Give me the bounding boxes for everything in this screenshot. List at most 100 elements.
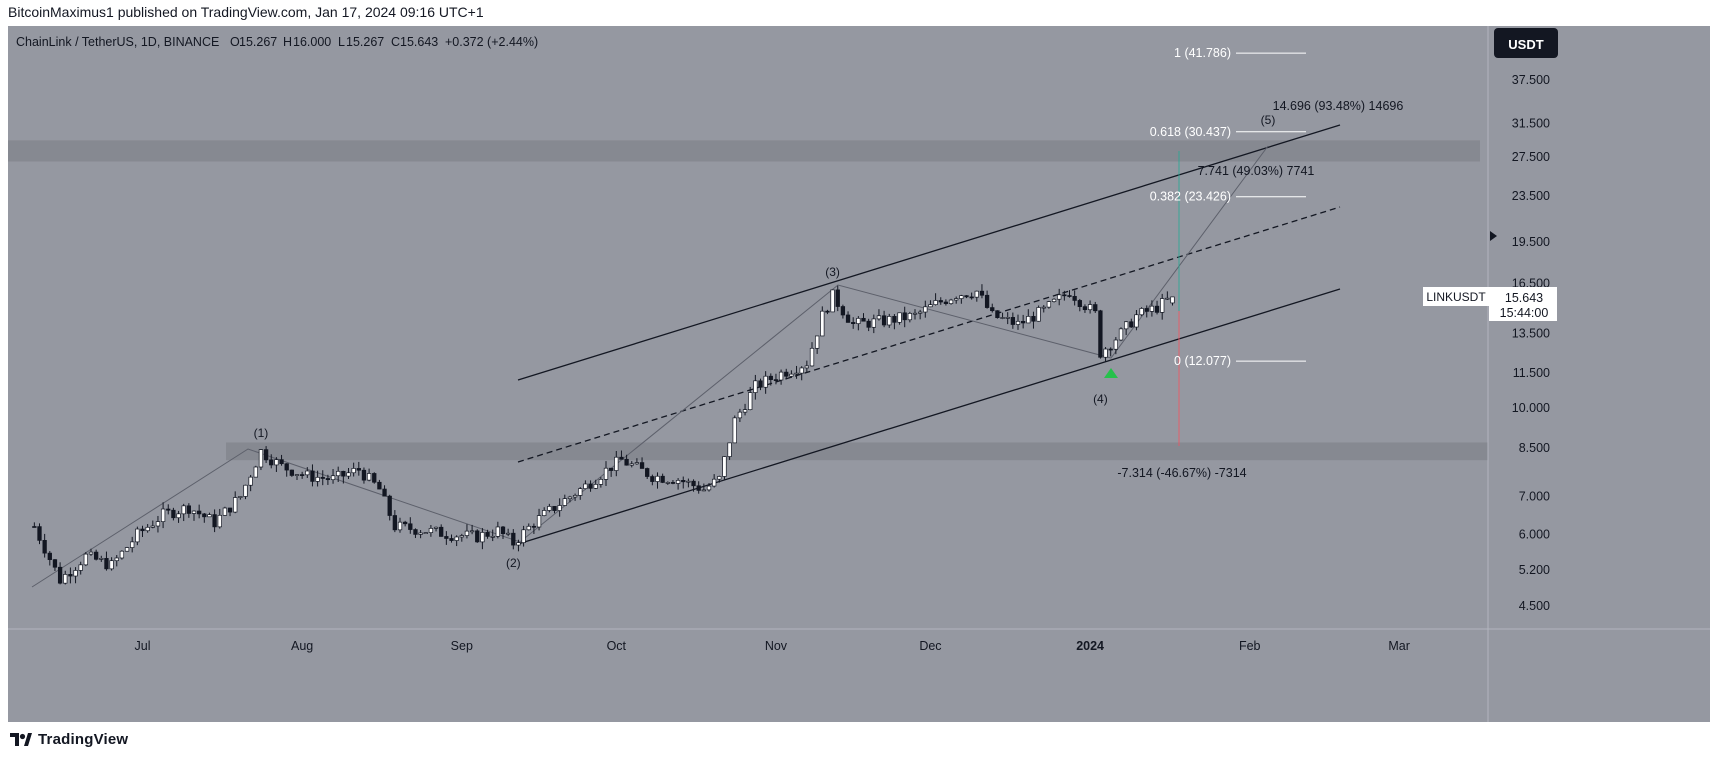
candle: [928, 304, 933, 308]
candle: [954, 298, 959, 301]
candle: [227, 507, 233, 513]
candle: [469, 530, 475, 533]
candle: [881, 315, 887, 326]
candle: [696, 485, 701, 491]
candle: [279, 459, 284, 465]
candle: [300, 474, 305, 476]
candle: [423, 532, 428, 534]
chart-panel[interactable]: 1 (41.786) 0.618 (30.437) 0.382 (23.426) 0 …: [8, 26, 1710, 722]
candle: [567, 496, 573, 499]
candle: [1103, 348, 1108, 358]
legend-high-label: H: [283, 35, 292, 49]
candle: [572, 495, 578, 498]
candle: [413, 529, 418, 535]
candle: [624, 458, 629, 466]
candle: [526, 525, 531, 531]
candle: [1098, 310, 1103, 358]
fib-layer[interactable]: 1 (41.786) 0.618 (30.437) 0.382 (23.426) 0 …: [1150, 46, 1306, 368]
legend-open-label: O: [230, 35, 240, 49]
wave-path-line[interactable]: [31, 145, 1269, 588]
scroll-arrow-icon[interactable]: [1490, 231, 1497, 241]
candle: [356, 468, 361, 471]
fib-level-label: 1 (41.786): [1174, 46, 1231, 60]
candle: [119, 550, 125, 559]
time-tick: Dec: [919, 639, 941, 653]
candle: [135, 528, 140, 543]
candle: [742, 409, 748, 413]
candle: [217, 514, 222, 528]
candle: [1123, 321, 1129, 330]
candle: [1046, 301, 1052, 308]
symbol-legend[interactable]: ChainLink / TetherUS, 1D, BINANCE O 15.2…: [16, 35, 538, 49]
channel-middle-line[interactable]: [517, 206, 1341, 463]
zones-layer: [8, 140, 1488, 461]
price-tick: 19.500: [1512, 235, 1550, 249]
candle: [124, 547, 130, 552]
wave-4-marker: [1104, 368, 1118, 378]
currency-button[interactable]: USDT: [1494, 28, 1558, 58]
candle: [382, 488, 387, 497]
price-scale[interactable]: 37.50031.50027.50023.50019.50016.50013.5…: [1512, 73, 1550, 613]
candle: [145, 526, 150, 532]
candle: [166, 508, 171, 511]
candle: [897, 312, 902, 323]
candle: [346, 472, 351, 477]
candle: [475, 530, 480, 543]
candle: [253, 466, 258, 478]
candle: [1165, 297, 1170, 300]
candle: [1020, 320, 1026, 324]
candle: [315, 476, 320, 482]
candle: [521, 529, 526, 543]
candle: [325, 478, 331, 481]
candle: [722, 456, 727, 477]
candle: [1108, 348, 1113, 351]
candle: [861, 317, 866, 322]
candle: [789, 373, 794, 377]
candle: [912, 312, 918, 315]
candle: [320, 476, 325, 479]
currency-button-label: USDT: [1508, 37, 1543, 52]
candle: [341, 470, 346, 477]
candle: [835, 289, 840, 307]
candle: [516, 542, 521, 546]
tradingview-brand[interactable]: TradingView: [10, 731, 128, 748]
channel-upper-line[interactable]: [517, 124, 1341, 381]
candle: [583, 483, 588, 489]
candle: [732, 417, 737, 444]
candle: [1134, 314, 1139, 328]
candle: [361, 469, 367, 481]
candle: [655, 475, 660, 482]
price-tick: 23.500: [1512, 189, 1550, 203]
candle: [1015, 320, 1021, 325]
candle: [593, 484, 598, 489]
candles-layer: [32, 284, 1175, 585]
candle: [1149, 305, 1155, 312]
candle: [392, 515, 397, 531]
candle: [289, 469, 294, 476]
candle: [917, 311, 923, 314]
candle: [820, 310, 825, 337]
candle: [969, 296, 974, 299]
price-tick: 27.500: [1512, 150, 1550, 164]
candle: [727, 442, 732, 457]
candle: [629, 463, 634, 466]
candle: [1129, 321, 1134, 328]
candle: [1062, 294, 1067, 297]
time-scale[interactable]: Jul Aug Sep Oct Nov Dec 2024 Feb Mar: [135, 639, 1410, 653]
candle: [933, 300, 938, 305]
candle: [943, 301, 949, 304]
candle: [207, 514, 212, 518]
candle: [449, 538, 454, 541]
candle: [856, 317, 861, 324]
candle: [979, 290, 985, 296]
candle: [964, 295, 969, 298]
candle: [444, 536, 449, 539]
drawings-layer[interactable]: [31, 124, 1341, 588]
candle: [377, 481, 382, 490]
candle: [284, 463, 289, 471]
channel-lower-line[interactable]: [517, 288, 1341, 545]
candle: [418, 532, 423, 535]
wave-label: (5): [1261, 113, 1276, 127]
candle: [665, 482, 670, 484]
price-chart[interactable]: 1 (41.786) 0.618 (30.437) 0.382 (23.426) 0 …: [8, 26, 1710, 722]
